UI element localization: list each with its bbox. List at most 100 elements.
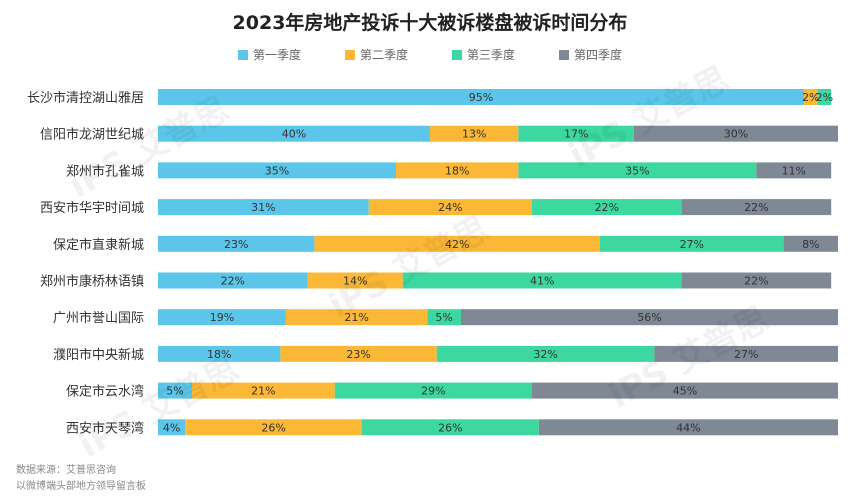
bar-value-label: 26% [438, 421, 462, 434]
bar-value-label: 5% [166, 385, 183, 398]
bar-segment [158, 309, 286, 326]
category-label: 长沙市清控湖山雅居 [27, 90, 144, 106]
legend-label: 第三季度 [467, 48, 516, 62]
bar-value-label: 40% [282, 128, 306, 141]
category-label: 保定市直隶新城 [53, 237, 144, 253]
bar-segment [402, 272, 682, 289]
bar-value-label: 24% [438, 201, 462, 214]
bar-segment [158, 345, 281, 362]
bar-value-label: 21% [344, 311, 368, 324]
bar-segment [158, 272, 308, 289]
bar-value-label: 45% [673, 385, 697, 398]
category-label: 西安市天琴湾 [66, 420, 144, 436]
legend: 第一季度 第二季度 第三季度 第四季度 [0, 46, 860, 63]
bar-value-label: 11% [782, 164, 806, 177]
footer-note: 以微博端头部地方领导留言板 [16, 481, 146, 492]
bar-value-label: 22% [744, 201, 768, 214]
bar-segment [600, 235, 784, 252]
bar-value-label: 32% [533, 348, 557, 361]
legend-item-3: 第三季度 [452, 46, 515, 63]
bar-segment [362, 419, 539, 436]
bar-value-label: 14% [343, 275, 367, 288]
category-label: 保定市云水湾 [66, 384, 144, 400]
bar-segment [158, 125, 430, 142]
bar-segment [681, 272, 832, 289]
bar-value-label: 2% [802, 91, 819, 104]
bar-segment [158, 89, 804, 105]
category-label: 郑州市康桥林语镇 [40, 274, 144, 290]
bar-segment [185, 419, 362, 436]
bar-segment [538, 419, 838, 436]
legend-item-2: 第二季度 [344, 46, 408, 63]
bar-value-label: 44% [676, 421, 700, 434]
bar-segment [280, 345, 437, 362]
legend-item-4: 第四季度 [559, 46, 622, 63]
bar-segment [783, 235, 838, 252]
bar-value-label: 27% [680, 238, 704, 251]
bar-value-label: 2% [816, 91, 833, 104]
bar-segment [436, 345, 655, 362]
bar-value-label: 8% [802, 238, 819, 251]
category-label: 广州市誉山国际 [53, 310, 144, 326]
bar-segment [634, 125, 838, 142]
bar-segment [192, 382, 335, 399]
bar-segment [158, 235, 315, 252]
bar-segment [334, 382, 532, 399]
bar-segment [654, 345, 838, 362]
bar-segment [158, 162, 396, 179]
bar-segment [314, 235, 600, 252]
legend-item-1: 第一季度 [237, 46, 301, 63]
legend-swatch [559, 49, 570, 60]
bar-value-label: 22% [595, 201, 619, 214]
bar-segment [817, 89, 832, 105]
chart-title: 2023年房地产投诉十大被诉楼盘被诉时间分布 [232, 12, 628, 34]
bar-segment [307, 272, 403, 289]
bar-segment [158, 419, 186, 436]
legend-swatch [452, 49, 462, 60]
bar-segment [681, 199, 832, 216]
legend-label: 第四季度 [574, 48, 623, 62]
bar-segment [158, 199, 369, 216]
legend-swatch [237, 49, 248, 60]
bar-value-label: 27% [734, 348, 758, 361]
source-note: 数据来源：艾普思咨询 [16, 465, 116, 476]
bar-value-label: 95% [469, 91, 493, 104]
bar-segment [396, 162, 519, 179]
bar-segment [427, 309, 461, 326]
bar-value-label: 56% [637, 311, 661, 324]
bar-value-label: 22% [744, 275, 768, 288]
bar-value-label: 4% [163, 421, 180, 434]
legend-label: 第二季度 [359, 48, 408, 62]
bar-segment [518, 125, 634, 142]
category-label: 西安市华宇时间城 [40, 200, 144, 216]
bar-value-label: 19% [210, 311, 234, 324]
bar-value-label: 42% [445, 238, 469, 251]
bar-value-label: 23% [224, 238, 248, 251]
bar-value-label: 5% [435, 311, 452, 324]
bar-segment [285, 309, 428, 326]
bar-value-label: 35% [625, 164, 649, 177]
bar-value-label: 35% [265, 164, 289, 177]
bar-value-label: 23% [346, 348, 370, 361]
bar-segment [460, 309, 838, 326]
bar-segment [518, 162, 757, 179]
bar-value-label: 26% [261, 421, 285, 434]
bar-segment [532, 382, 838, 399]
bar-value-label: 13% [462, 128, 486, 141]
bar-value-label: 41% [530, 275, 554, 288]
category-label: 郑州市孔雀城 [66, 163, 144, 179]
bar-value-label: 29% [421, 385, 445, 398]
bar-segment [158, 382, 192, 399]
bar-value-label: 21% [251, 385, 275, 398]
bar-value-label: 18% [445, 164, 469, 177]
bar-value-label: 30% [724, 128, 748, 141]
bar-segment [532, 199, 682, 216]
bar-value-label: 17% [564, 128, 588, 141]
bar-segment [430, 125, 519, 142]
legend-swatch [344, 49, 355, 60]
bar-segment [804, 89, 818, 105]
category-label: 濮阳市中央新城 [53, 347, 144, 363]
legend-label: 第一季度 [252, 48, 301, 62]
